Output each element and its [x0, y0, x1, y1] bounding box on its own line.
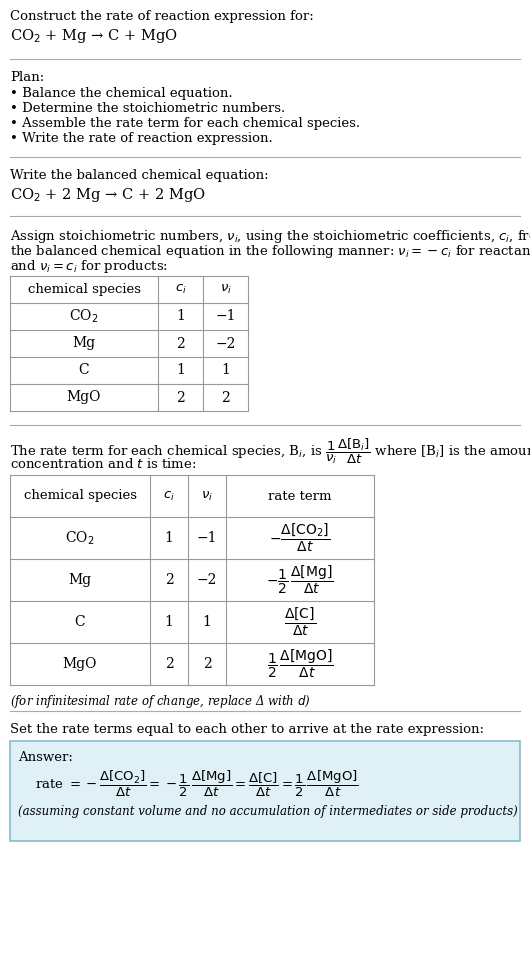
Text: $\nu_i$: $\nu_i$ [201, 490, 213, 503]
Text: Mg: Mg [68, 573, 92, 587]
Text: The rate term for each chemical species, B$_i$, is $\dfrac{1}{\nu_i}\dfrac{\Delt: The rate term for each chemical species,… [10, 437, 530, 467]
FancyBboxPatch shape [10, 741, 520, 841]
Text: 1: 1 [202, 615, 211, 629]
Text: and $\nu_i = c_i$ for products:: and $\nu_i = c_i$ for products: [10, 258, 168, 275]
Text: • Write the rate of reaction expression.: • Write the rate of reaction expression. [10, 132, 273, 145]
Text: C: C [78, 364, 90, 377]
Text: MgO: MgO [63, 657, 97, 671]
Text: C: C [75, 615, 85, 629]
Text: 2: 2 [221, 391, 230, 404]
Text: $-\dfrac{\Delta[\mathrm{CO_2}]}{\Delta t}$: $-\dfrac{\Delta[\mathrm{CO_2}]}{\Delta t… [269, 522, 331, 554]
Text: 1: 1 [164, 615, 173, 629]
Text: Assign stoichiometric numbers, $\nu_i$, using the stoichiometric coefficients, $: Assign stoichiometric numbers, $\nu_i$, … [10, 228, 530, 245]
Text: the balanced chemical equation in the following manner: $\nu_i = -c_i$ for react: the balanced chemical equation in the fo… [10, 243, 530, 260]
Text: MgO: MgO [67, 391, 101, 404]
Text: Plan:: Plan: [10, 71, 44, 84]
Text: −2: −2 [215, 336, 236, 351]
Text: $\dfrac{\Delta[\mathrm{C}]}{\Delta t}$: $\dfrac{\Delta[\mathrm{C}]}{\Delta t}$ [284, 606, 316, 639]
Text: 1: 1 [176, 309, 185, 324]
Text: (assuming constant volume and no accumulation of intermediates or side products): (assuming constant volume and no accumul… [18, 805, 518, 818]
Text: −1: −1 [197, 531, 217, 545]
Text: 2: 2 [176, 336, 185, 351]
Text: CO$_2$ + 2 Mg → C + 2 MgO: CO$_2$ + 2 Mg → C + 2 MgO [10, 186, 206, 204]
Text: $\dfrac{1}{2}\,\dfrac{\Delta[\mathrm{MgO}]}{\Delta t}$: $\dfrac{1}{2}\,\dfrac{\Delta[\mathrm{MgO… [267, 647, 333, 680]
Text: Set the rate terms equal to each other to arrive at the rate expression:: Set the rate terms equal to each other t… [10, 723, 484, 736]
Text: chemical species: chemical species [28, 283, 140, 296]
Text: CO$_2$: CO$_2$ [65, 530, 95, 546]
Text: 2: 2 [176, 391, 185, 404]
Text: −1: −1 [215, 309, 236, 324]
Text: −2: −2 [197, 573, 217, 587]
Text: • Determine the stoichiometric numbers.: • Determine the stoichiometric numbers. [10, 102, 285, 115]
Text: 2: 2 [165, 657, 173, 671]
Text: Mg: Mg [73, 336, 95, 351]
Text: $\nu_i$: $\nu_i$ [219, 283, 232, 296]
Text: (for infinitesimal rate of change, replace Δ with $d$): (for infinitesimal rate of change, repla… [10, 693, 311, 710]
Text: chemical species: chemical species [23, 490, 137, 503]
Text: CO$_2$: CO$_2$ [69, 308, 99, 326]
Text: $c_i$: $c_i$ [163, 490, 175, 503]
Text: • Balance the chemical equation.: • Balance the chemical equation. [10, 87, 233, 100]
Text: CO$_2$ + Mg → C + MgO: CO$_2$ + Mg → C + MgO [10, 27, 178, 45]
Text: 2: 2 [165, 573, 173, 587]
Text: Construct the rate of reaction expression for:: Construct the rate of reaction expressio… [10, 10, 314, 23]
Text: $-\dfrac{1}{2}\,\dfrac{\Delta[\mathrm{Mg}]}{\Delta t}$: $-\dfrac{1}{2}\,\dfrac{\Delta[\mathrm{Mg… [266, 564, 334, 596]
Text: 1: 1 [164, 531, 173, 545]
Text: concentration and $t$ is time:: concentration and $t$ is time: [10, 457, 197, 471]
Text: 1: 1 [221, 364, 230, 377]
Text: 2: 2 [202, 657, 211, 671]
Text: • Assemble the rate term for each chemical species.: • Assemble the rate term for each chemic… [10, 117, 360, 130]
Text: Answer:: Answer: [18, 751, 73, 764]
Text: Write the balanced chemical equation:: Write the balanced chemical equation: [10, 169, 269, 182]
Text: $c_i$: $c_i$ [174, 283, 187, 296]
Text: rate $= -\dfrac{\Delta[\mathrm{CO_2}]}{\Delta t} = -\dfrac{1}{2}\,\dfrac{\Delta[: rate $= -\dfrac{\Delta[\mathrm{CO_2}]}{\… [35, 769, 359, 799]
Text: rate term: rate term [268, 490, 332, 503]
Text: 1: 1 [176, 364, 185, 377]
